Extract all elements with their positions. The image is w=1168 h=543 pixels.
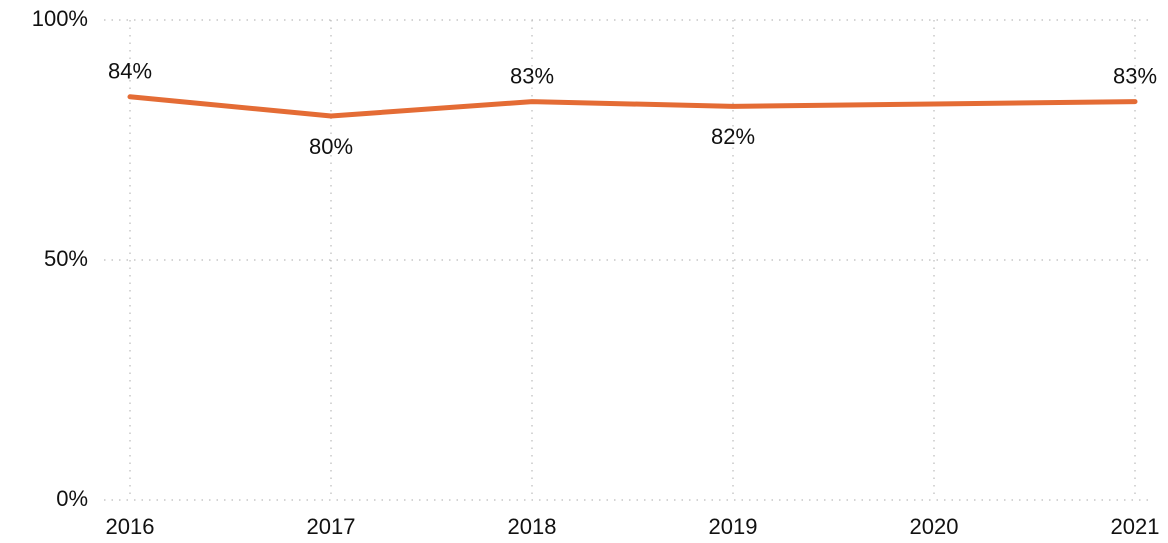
data-label: 82% — [711, 124, 755, 149]
x-tick-label: 2021 — [1111, 514, 1160, 539]
data-label: 83% — [1113, 63, 1157, 88]
x-tick-label: 2017 — [307, 514, 356, 539]
y-tick-label: 100% — [32, 6, 88, 31]
x-tick-label: 2016 — [106, 514, 155, 539]
data-label: 83% — [510, 63, 554, 88]
line-series — [127, 94, 1138, 119]
x-tick-label: 2018 — [508, 514, 557, 539]
x-tick-label: 2020 — [910, 514, 959, 539]
data-label: 80% — [309, 134, 353, 159]
data-label: 84% — [108, 59, 152, 84]
y-tick-label: 50% — [44, 246, 88, 271]
x-tick-label: 2019 — [709, 514, 758, 539]
y-tick-label: 0% — [56, 486, 88, 511]
